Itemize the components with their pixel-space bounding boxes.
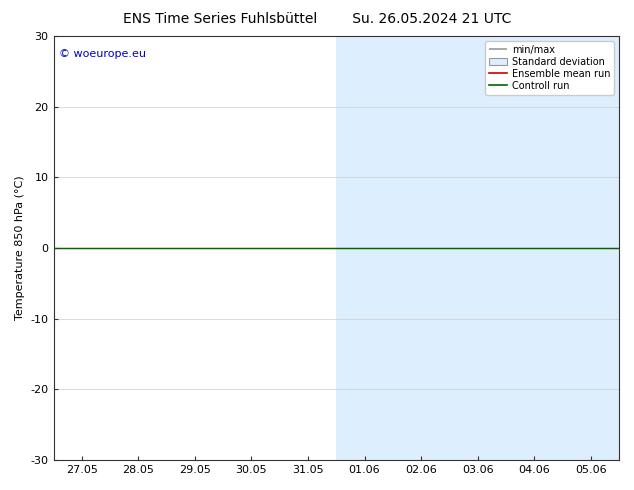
Text: ENS Time Series Fuhlsbüttel        Su. 26.05.2024 21 UTC: ENS Time Series Fuhlsbüttel Su. 26.05.20… (123, 12, 511, 26)
Bar (506, 36, 619, 460)
Y-axis label: Temperature 850 hPa (°C): Temperature 850 hPa (°C) (15, 176, 25, 320)
Bar (336, 36, 506, 460)
Text: © woeurope.eu: © woeurope.eu (59, 49, 146, 59)
Legend: min/max, Standard deviation, Ensemble mean run, Controll run: min/max, Standard deviation, Ensemble me… (486, 41, 614, 95)
